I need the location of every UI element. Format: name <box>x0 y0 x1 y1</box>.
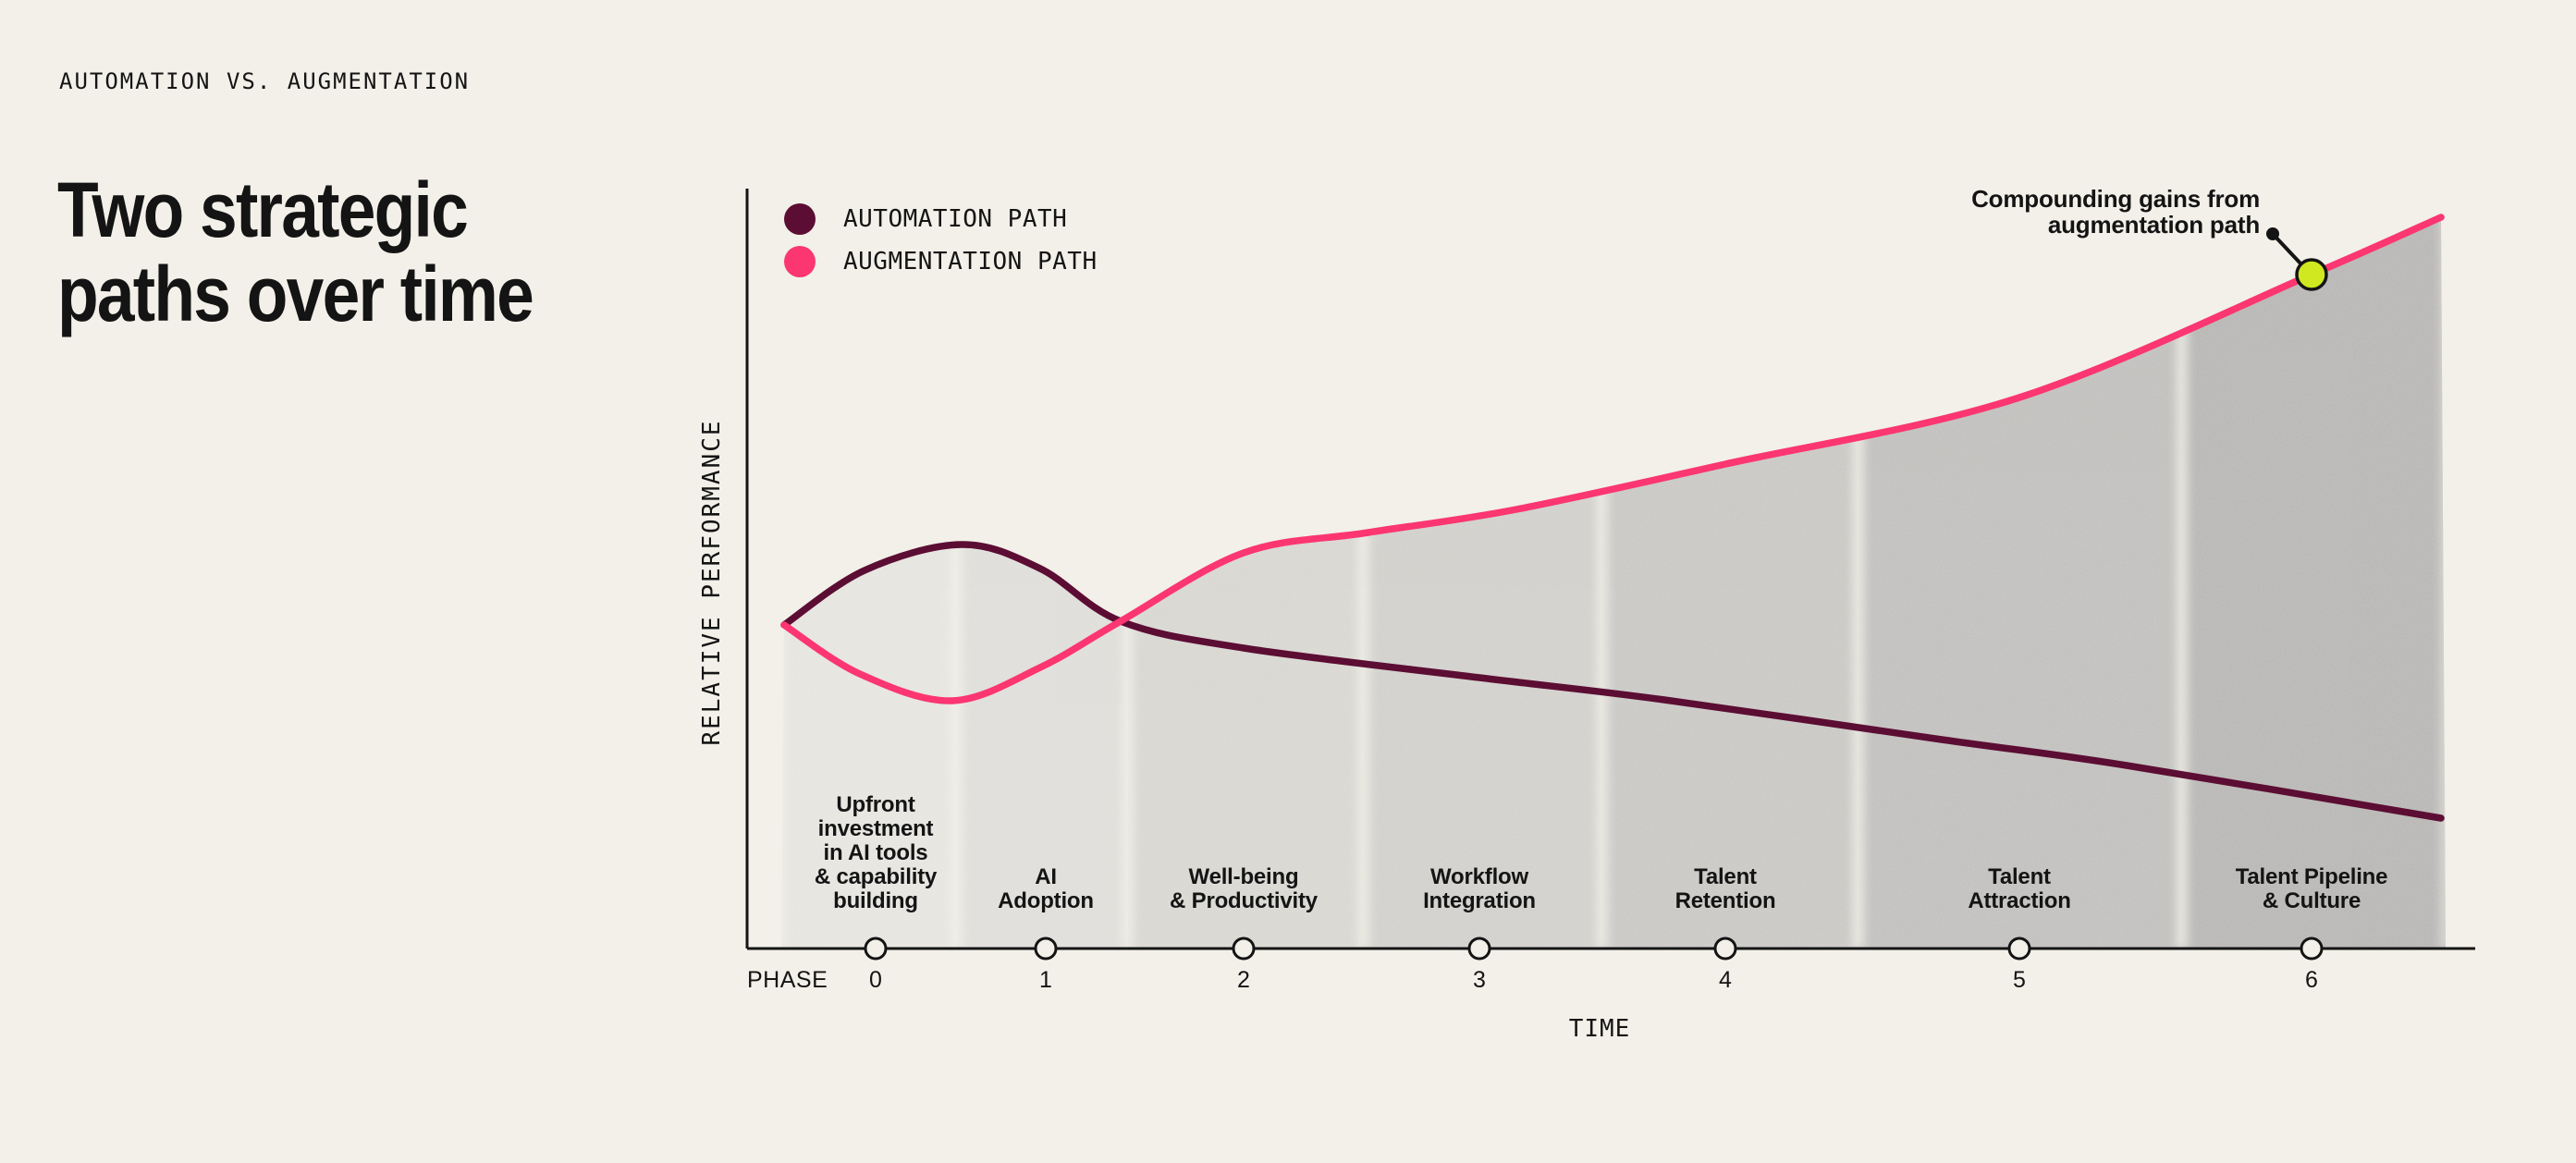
legend-label-automation: AUTOMATION PATH <box>843 205 1068 233</box>
band-label-line: Retention <box>1674 888 1776 913</box>
phase-tick-marker-0 <box>864 937 888 961</box>
band-label-line: AI <box>1035 864 1057 889</box>
legend-item-augmentation: AUGMENTATION PATH <box>784 240 1098 283</box>
phase-tick-marker-3 <box>1467 937 1491 961</box>
phase-number-6: 6 <box>2305 967 2318 993</box>
annotation-line-2: augmentation path <box>2047 211 2260 239</box>
page-title: Two strategic paths over time <box>57 166 534 337</box>
band-label-line: Upfront <box>836 792 915 817</box>
band-label-line: & Culture <box>2262 888 2361 913</box>
y-axis-label: RELATIVE PERFORMANCE <box>698 419 726 746</box>
band-label-2: Well-being & Productivity <box>1091 865 1396 913</box>
phase-number-3: 3 <box>1473 967 1486 993</box>
band-label-line: investment <box>817 816 934 841</box>
band-label-line: Integration <box>1423 888 1536 913</box>
phase-number-0: 0 <box>869 967 882 993</box>
band-label-6: Talent Pipeline & Culture <box>2159 865 2464 913</box>
legend-label-augmentation: AUGMENTATION PATH <box>843 248 1098 275</box>
phase-axis-prefix: PHASE <box>747 967 828 993</box>
automation-path-line <box>780 541 2445 822</box>
phase-number-4: 4 <box>1719 967 1732 993</box>
phase-number-2: 2 <box>1237 967 1250 993</box>
band-label-0: Upfront investment in AI tools & capability… <box>723 793 1028 913</box>
phase-tick-marker-5 <box>2007 937 2031 961</box>
automation-legend-dot-icon <box>784 203 816 235</box>
phase-tick-marker-6 <box>2300 937 2324 961</box>
band-label-line: building <box>833 888 918 913</box>
band-label-line: & Productivity <box>1170 888 1318 913</box>
band-label-5: Talent Attraction <box>1867 865 2172 913</box>
band-label-4: Talent Retention <box>1573 865 1878 913</box>
annotation-connector-line <box>2271 232 2303 266</box>
band-label-line: Well-being <box>1188 864 1299 889</box>
band-label-1: AI Adoption <box>893 865 1198 913</box>
x-axis-label: TIME <box>1568 1015 1631 1043</box>
band-label-line: Adoption <box>998 888 1094 913</box>
augmentation-legend-dot-icon <box>784 246 816 277</box>
phase-number-5: 5 <box>2013 967 2026 993</box>
eyebrow-label: AUTOMATION VS. AUGMENTATION <box>59 68 471 94</box>
band-label-line: & capability <box>814 864 938 889</box>
band-label-line: Talent <box>1988 864 2051 889</box>
augmentation-path-line <box>780 214 2445 704</box>
band-label-line: Workflow <box>1430 864 1528 889</box>
band-label-3: Workflow Integration <box>1327 865 1632 913</box>
grain-texture <box>781 217 2446 949</box>
page-title-line-1: Two strategic <box>57 166 469 253</box>
band-label-line: Talent Pipeline <box>2235 864 2388 889</box>
compounding-gains-marker-icon <box>2295 258 2328 291</box>
annotation-callout: Compounding gains from augmentation path <box>1971 186 2260 238</box>
phase-tick-marker-2 <box>1232 937 1256 961</box>
page-title-line-2: paths over time <box>57 251 534 337</box>
band-label-line: in AI tools <box>823 840 928 865</box>
phase-number-1: 1 <box>1039 967 1052 993</box>
annotation-line-1: Compounding gains from <box>1971 185 2260 213</box>
band-label-line: Talent <box>1694 864 1757 889</box>
phase-tick-marker-1 <box>1034 937 1058 961</box>
legend-item-automation: AUTOMATION PATH <box>784 198 1098 240</box>
annotation-dot-icon <box>2266 227 2279 240</box>
legend: AUTOMATION PATH AUGMENTATION PATH <box>784 198 1098 283</box>
band-label-line: Attraction <box>1968 888 2071 913</box>
phase-tick-marker-4 <box>1713 937 1737 961</box>
